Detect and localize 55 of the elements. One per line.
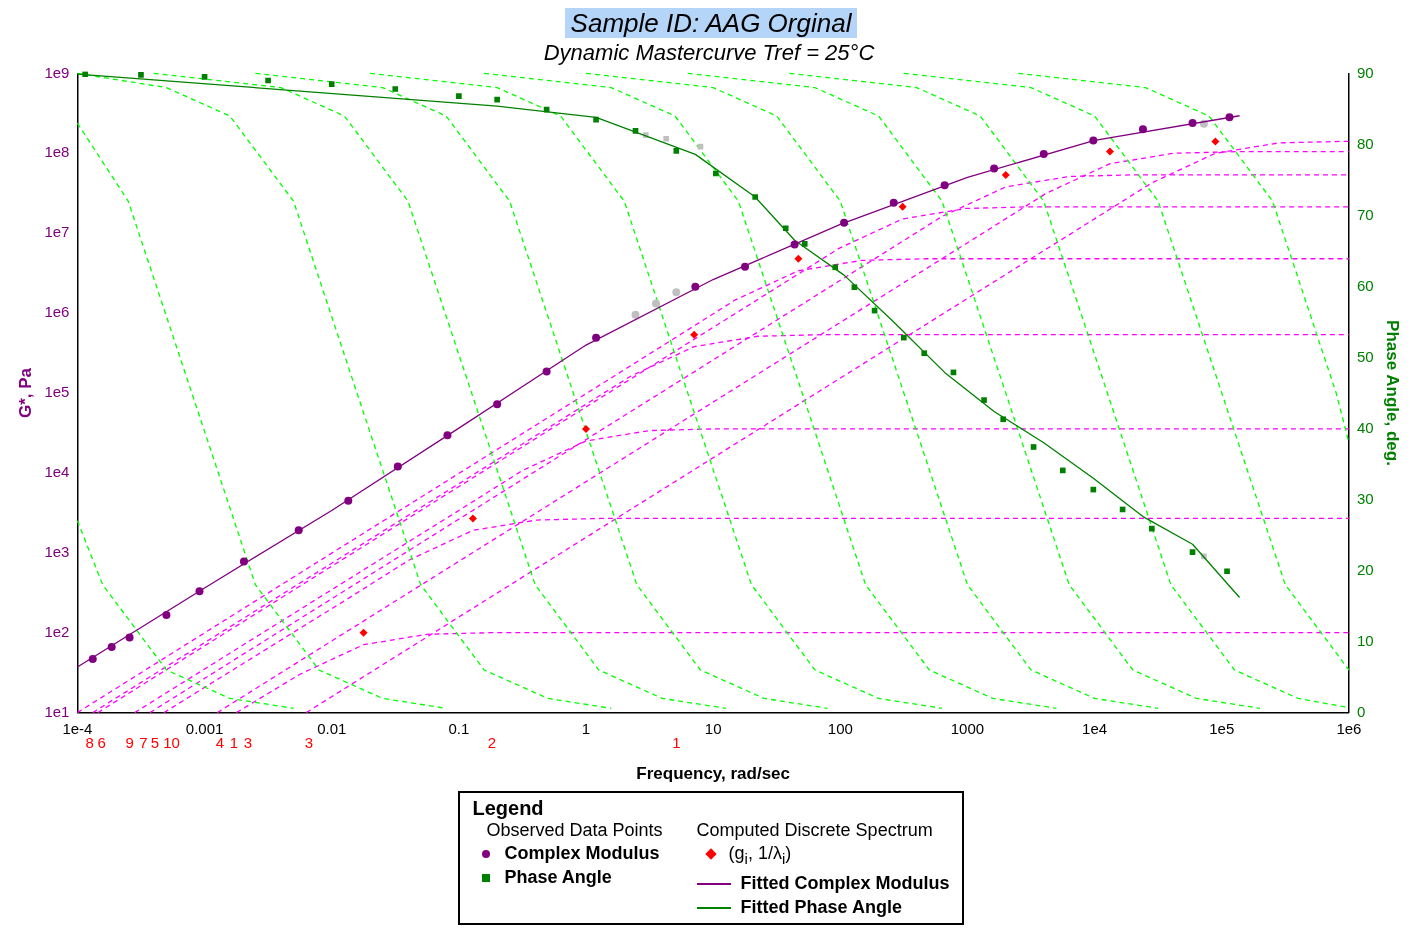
- y2-tick-label: 10: [1356, 631, 1374, 649]
- legend-label: Complex Modulus: [504, 843, 660, 863]
- x-tick-label: 1000: [950, 719, 985, 737]
- y-tick-label: 1e3: [44, 542, 70, 560]
- chart-subtitle: Dynamic Mastercurve Tref = 25°C: [543, 40, 875, 66]
- y2-axis-title: Phase Angle, deg.: [1383, 320, 1403, 466]
- y-tick-label: 1e6: [44, 303, 70, 321]
- y-tick-label: 1e1: [44, 702, 70, 720]
- x-axis-title: Frequency, rad/sec: [636, 764, 791, 784]
- x-tick-label: 1e4: [1082, 719, 1108, 737]
- text: 10: [163, 734, 180, 752]
- text: 1: [672, 734, 681, 752]
- text: 1: [229, 734, 238, 752]
- y2-tick-label: 40: [1356, 418, 1374, 436]
- legend-label: (g$_{i}$, 1/λ$_{i}$): [728, 843, 792, 867]
- text: 5: [150, 734, 160, 752]
- y-tick-label: 1e9: [44, 63, 70, 81]
- x-tick-label: 1: [581, 719, 591, 737]
- x-tick-label: 100: [827, 719, 853, 737]
- text: 2: [487, 734, 497, 752]
- y-tick-label: 1e5: [44, 383, 70, 401]
- y-tick-label: 1e4: [44, 463, 70, 481]
- chart-title: Sample ID: AAG Orginal: [564, 8, 858, 38]
- text: 9: [125, 734, 134, 752]
- legend-label: Phase Angle: [504, 867, 612, 887]
- x-tick-label: 1e-4: [62, 719, 93, 737]
- y2-tick-label: 0: [1356, 702, 1366, 720]
- y-tick-label: 1e2: [44, 622, 70, 640]
- text: 8: [85, 734, 94, 752]
- legend-label: Fitted Phase Angle: [740, 896, 902, 917]
- x-tick-label: 0.1: [448, 719, 470, 737]
- y-tick-label: 1e8: [44, 143, 70, 161]
- text: 4: [215, 734, 225, 752]
- y-axis-title: G*, Pa: [15, 367, 35, 419]
- x-tick-label: 0.001: [185, 719, 224, 737]
- y2-tick-label: 50: [1356, 347, 1374, 365]
- y2-tick-label: 80: [1356, 134, 1374, 152]
- text: 3: [243, 734, 252, 752]
- y2-tick-label: 30: [1356, 489, 1374, 507]
- x-tick-label: 1e6: [1336, 719, 1362, 737]
- text: Observed Data Points: [485, 820, 663, 841]
- text: Computed Discrete Spectrum: [696, 820, 934, 841]
- legend-title: Legend: [472, 797, 545, 820]
- x-tick-label: 0.01: [317, 719, 347, 737]
- x-tick-label: 1e5: [1209, 719, 1235, 737]
- y-tick-label: 1e7: [44, 223, 70, 241]
- y2-tick-label: 20: [1356, 560, 1374, 578]
- text: 7: [139, 734, 148, 752]
- legend-label: Fitted Complex Modulus: [740, 872, 950, 893]
- text: 3: [304, 734, 314, 752]
- x-tick-label: 10: [704, 719, 722, 737]
- text: 6: [97, 734, 106, 752]
- y2-tick-label: 90: [1356, 63, 1374, 81]
- y2-tick-label: 70: [1356, 205, 1374, 223]
- y2-tick-label: 60: [1356, 276, 1374, 294]
